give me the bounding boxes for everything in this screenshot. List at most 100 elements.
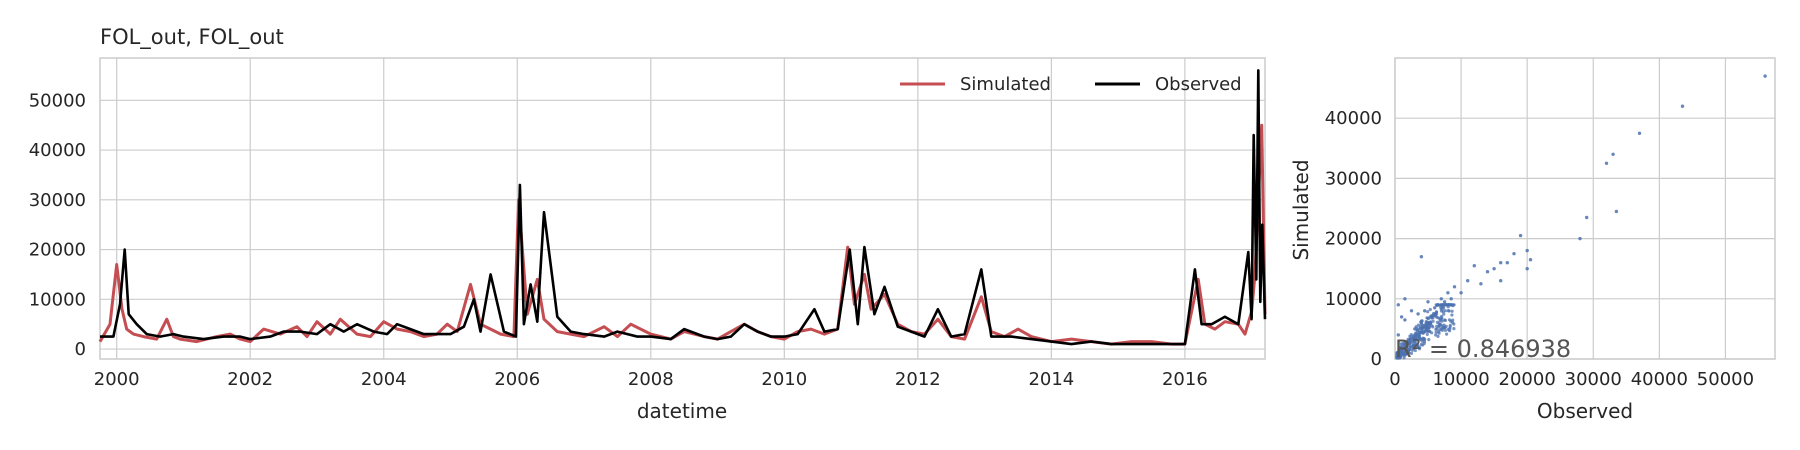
scatter-point xyxy=(1409,333,1413,337)
scatter-point xyxy=(1614,209,1619,214)
scatter-point xyxy=(1400,353,1404,357)
scatter-point xyxy=(1499,279,1503,283)
scatter-point xyxy=(1399,315,1404,319)
scatter-point xyxy=(1436,316,1441,320)
scatter-point xyxy=(1419,342,1423,347)
scatter-point xyxy=(1472,264,1477,268)
scatter-panel: 0 10000 20000 30000 40000 50000 0 10000 20000 30… xyxy=(1289,57,1776,423)
chart-title: FOL_out, FOL_out xyxy=(100,25,284,50)
series-line-simulated xyxy=(98,123,1267,346)
timeseries-x-ticks: 2000 2002 2004 2006 2008 2010 2012 2014 2016 xyxy=(94,369,1208,390)
scatter-point xyxy=(1411,343,1415,347)
scatter-point xyxy=(1404,345,1409,349)
scatter-point xyxy=(1426,310,1430,314)
scatter-point xyxy=(1436,330,1440,334)
scatter-point xyxy=(1422,336,1426,341)
sc-x-tick-label: 0 xyxy=(1389,369,1400,390)
scatter-point xyxy=(1413,348,1417,353)
sc-y-tick-label: 0 xyxy=(1371,349,1382,370)
scatter-point xyxy=(1459,291,1463,295)
scatter-point xyxy=(1424,320,1428,324)
scatter-point xyxy=(1451,303,1455,307)
ts-x-tick-label: 2010 xyxy=(761,369,807,390)
ts-y-tick-label: 10000 xyxy=(29,289,86,310)
scatter-point xyxy=(1439,317,1443,321)
scatter-point xyxy=(1423,329,1428,333)
scatter-point xyxy=(1414,337,1418,341)
scatter-point xyxy=(1425,316,1429,320)
scatter-point xyxy=(1419,321,1424,325)
scatter-point xyxy=(1578,236,1582,241)
scatter-point xyxy=(1419,255,1424,259)
scatter-point xyxy=(1431,319,1435,323)
scatter-point xyxy=(1412,333,1416,337)
scatter-point xyxy=(1409,309,1414,313)
scatter-point xyxy=(1399,345,1403,349)
scatter-x-ticks: 0 10000 20000 30000 40000 50000 xyxy=(1389,369,1754,390)
scatter-point xyxy=(1444,303,1448,307)
scatter-point xyxy=(1434,327,1438,331)
scatter-points xyxy=(1395,74,1767,360)
scatter-point xyxy=(1441,303,1445,307)
scatter-point xyxy=(1425,326,1429,331)
ts-x-tick-label: 2000 xyxy=(94,369,140,390)
scatter-point xyxy=(1408,344,1412,348)
scatter-point xyxy=(1505,261,1510,265)
scatter-point xyxy=(1430,331,1434,335)
ts-x-tick-label: 2004 xyxy=(361,369,407,390)
scatter-point xyxy=(1443,318,1447,322)
ts-y-tick-label: 40000 xyxy=(29,140,86,161)
scatter-point xyxy=(1440,327,1444,331)
scatter-point xyxy=(1413,327,1417,331)
sc-y-tick-label: 10000 xyxy=(1325,289,1382,310)
scatter-x-axis-label: Observed xyxy=(1537,399,1633,423)
scatter-point xyxy=(1439,309,1443,313)
scatter-point xyxy=(1452,285,1457,289)
scatter-point xyxy=(1423,309,1427,313)
scatter-point xyxy=(1611,152,1615,156)
scatter-point xyxy=(1637,131,1642,135)
scatter-point xyxy=(1436,334,1440,338)
scatter-point xyxy=(1450,309,1454,313)
scatter-point xyxy=(1412,340,1416,344)
scatter-point xyxy=(1399,342,1404,346)
scatter-point xyxy=(1512,252,1516,256)
scatter-point xyxy=(1421,326,1425,330)
scatter-point xyxy=(1405,348,1409,352)
ts-x-tick-label: 2006 xyxy=(494,369,540,390)
scatter-point xyxy=(1499,261,1503,265)
scatter-point xyxy=(1400,350,1404,354)
scatter-point xyxy=(1429,315,1434,319)
sc-x-tick-label: 50000 xyxy=(1697,369,1754,390)
sc-y-tick-label: 30000 xyxy=(1325,168,1382,189)
sc-x-tick-label: 20000 xyxy=(1499,369,1556,390)
sc-y-tick-label: 20000 xyxy=(1325,229,1382,250)
legend-observed-label: Observed xyxy=(1155,74,1242,95)
sc-x-tick-label: 30000 xyxy=(1565,369,1622,390)
scatter-point xyxy=(1429,320,1433,324)
ts-x-tick-label: 2014 xyxy=(1028,369,1074,390)
timeseries-frame xyxy=(99,57,1266,360)
scatter-point xyxy=(1401,347,1405,351)
scatter-point xyxy=(1411,346,1415,351)
ts-y-tick-label: 20000 xyxy=(29,240,86,261)
scatter-point xyxy=(1395,352,1399,357)
scatter-point xyxy=(1409,338,1413,342)
scatter-point xyxy=(1396,333,1401,337)
scatter-point xyxy=(1485,270,1490,274)
timeseries-grid xyxy=(100,58,1265,359)
scatter-point xyxy=(1421,323,1425,327)
scatter-point xyxy=(1442,306,1446,310)
scatter-point xyxy=(1426,300,1430,304)
scatter-point xyxy=(1431,325,1435,329)
scatter-point xyxy=(1448,329,1452,333)
timeseries-panel: 2000 2002 2004 2006 2008 2010 2012 2014 2016 0 10… xyxy=(29,25,1267,423)
scatter-point xyxy=(1436,303,1440,307)
scatter-y-axis-label: Simulated xyxy=(1289,159,1313,260)
scatter-point xyxy=(1450,313,1454,317)
scatter-point xyxy=(1425,332,1429,336)
scatter-point xyxy=(1466,279,1470,283)
x-axis-label: datetime xyxy=(637,399,727,423)
scatter-point xyxy=(1440,314,1444,318)
sc-x-tick-label: 40000 xyxy=(1631,369,1688,390)
